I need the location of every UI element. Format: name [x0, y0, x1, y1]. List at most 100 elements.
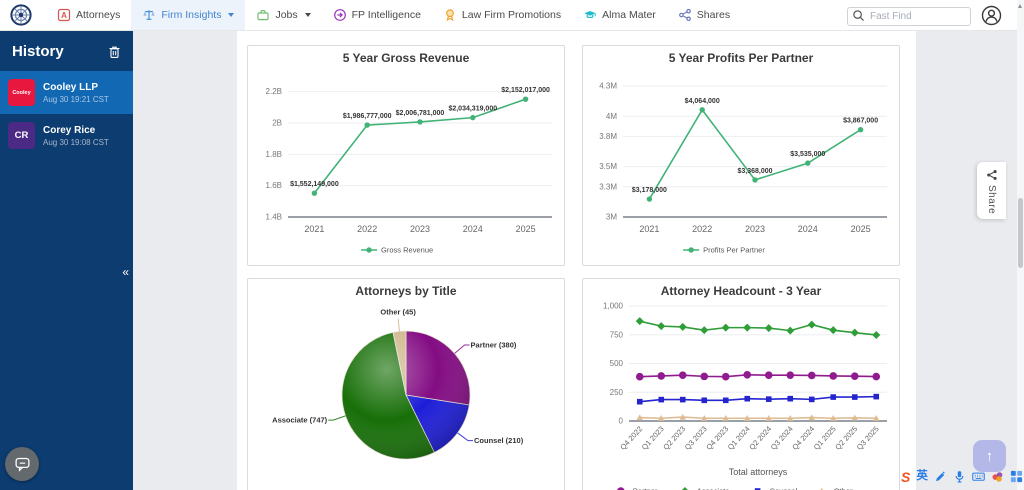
- chevron-down-icon: [304, 13, 311, 17]
- history-item-cooley-llp[interactable]: Cooley Cooley LLP Aug 30 19:21 CST: [0, 71, 133, 114]
- svg-text:Q1 2023: Q1 2023: [640, 424, 666, 451]
- svg-text:$3,867,000: $3,867,000: [843, 118, 878, 125]
- scrollbar-thumb[interactable]: [1018, 198, 1023, 268]
- handwriting-icon[interactable]: [934, 470, 947, 483]
- firm-logo-badge: Cooley: [8, 79, 35, 106]
- svg-text:A: A: [61, 11, 67, 20]
- history-item-meta: Corey Rice Aug 30 19:08 CST: [43, 125, 109, 147]
- attorneys-by-title-chart-card: Attorneys by Title Partner (380) Counsel (…: [247, 278, 565, 490]
- svg-text:Gross Revenue: Gross Revenue: [381, 246, 433, 255]
- svg-text:2024: 2024: [798, 224, 818, 234]
- svg-text:2025: 2025: [516, 224, 536, 234]
- profits-per-partner-chart: 5 Year Profits Per Partner 4.3M 4M 3.8M 3.5M…: [599, 51, 887, 255]
- nav-item-attorneys[interactable]: A Attorneys: [46, 0, 131, 30]
- nav-item-jobs[interactable]: Jobs: [245, 0, 321, 30]
- share-tab-label: Share: [986, 185, 997, 215]
- svg-text:$1,986,777,000: $1,986,777,000: [343, 113, 392, 120]
- svg-text:2B: 2B: [272, 119, 282, 128]
- up-arrow-icon: ↑: [985, 447, 994, 465]
- history-sidebar: History Cooley Cooley LLP Aug 30 19:21 C…: [0, 30, 133, 490]
- svg-text:2022: 2022: [692, 224, 712, 234]
- svg-text:1.4B: 1.4B: [266, 213, 282, 222]
- attorney-headcount-chart: Attorney Headcount - 3 Year 1,000 750 500 25…: [603, 284, 887, 490]
- svg-text:Total attorneys: Total attorneys: [729, 467, 788, 477]
- search-input[interactable]: [847, 6, 971, 26]
- svg-text:4.3M: 4.3M: [599, 82, 617, 91]
- share-nodes-icon: [678, 8, 691, 22]
- svg-text:2023: 2023: [745, 224, 765, 234]
- nav-item-label: Shares: [696, 9, 731, 21]
- svg-text:Q4 2023: Q4 2023: [704, 424, 730, 451]
- language-mode-icon[interactable]: 英: [916, 469, 928, 482]
- svg-text:Partner (380): Partner (380): [471, 340, 517, 349]
- top-nav: A Attorneys Firm Insights Jobs: [0, 0, 1024, 31]
- nav-item-firm-insights[interactable]: Firm Insights: [131, 0, 246, 30]
- person-initials-badge: CR: [8, 122, 35, 149]
- svg-text:Q2 2023: Q2 2023: [661, 424, 687, 451]
- skin-palette-icon[interactable]: [991, 470, 1004, 483]
- svg-text:$2,006,781,000: $2,006,781,000: [396, 110, 445, 117]
- svg-text:Q1 2025: Q1 2025: [812, 424, 838, 451]
- ime-toolbar: S 英: [901, 467, 1024, 486]
- svg-text:Counsel (210): Counsel (210): [474, 436, 524, 445]
- svg-text:Associate: Associate: [697, 487, 730, 490]
- svg-text:1,000: 1,000: [603, 302, 624, 311]
- arrow-circle-icon: [333, 9, 346, 21]
- chevron-down-icon: [228, 13, 235, 17]
- award-ribbon-icon: [446, 9, 454, 22]
- svg-text:$3,368,000: $3,368,000: [737, 168, 772, 175]
- svg-text:3M: 3M: [606, 213, 617, 222]
- svg-text:Partner: Partner: [633, 487, 658, 490]
- search-box: [847, 6, 971, 26]
- svg-text:$1,552,149,000: $1,552,149,000: [290, 181, 339, 188]
- svg-text:3.5M: 3.5M: [599, 162, 617, 171]
- svg-text:Q2 2024: Q2 2024: [747, 424, 773, 451]
- history-item-name: Cooley LLP: [43, 81, 99, 93]
- svg-text:2023: 2023: [410, 224, 430, 234]
- svg-text:1.6B: 1.6B: [266, 181, 282, 190]
- sogou-logo-icon[interactable]: S: [901, 468, 911, 485]
- nav-item-label: Jobs: [275, 9, 298, 21]
- svg-text:$2,034,319,000: $2,034,319,000: [448, 106, 497, 113]
- svg-text:Q3 2024: Q3 2024: [769, 424, 795, 451]
- nav-item-label: Law Firm Promotions: [461, 9, 562, 21]
- search-icon: [853, 9, 864, 21]
- trash-icon[interactable]: [108, 45, 121, 59]
- share-tab[interactable]: Share: [977, 162, 1006, 219]
- svg-text:1.8B: 1.8B: [266, 150, 282, 159]
- profile-button[interactable]: [981, 5, 1002, 26]
- chat-button[interactable]: [5, 447, 39, 481]
- sidebar-collapse-button[interactable]: «: [122, 265, 129, 279]
- share-icon: [986, 170, 997, 180]
- attorney-headcount-chart-card: Attorney Headcount - 3 Year 1,000 750 500 25…: [582, 278, 900, 490]
- page-scrollbar[interactable]: [1017, 0, 1024, 490]
- microphone-icon[interactable]: [953, 470, 966, 483]
- svg-text:Other (45): Other (45): [380, 307, 416, 316]
- nav-item-law-firm-promotions[interactable]: Law Firm Promotions: [432, 0, 572, 30]
- svg-text:Profits Per Partner: Profits Per Partner: [703, 246, 765, 255]
- svg-text:Attorney Headcount - 3 Year: Attorney Headcount - 3 Year: [661, 284, 822, 298]
- svg-text:Associate (747): Associate (747): [272, 416, 328, 425]
- nav-item-label: FP Intelligence: [351, 9, 421, 21]
- nav-item-label: Firm Insights: [161, 9, 222, 21]
- nav-item-alma-mater[interactable]: Alma Mater: [572, 0, 667, 30]
- nav-item-shares[interactable]: Shares: [667, 0, 741, 30]
- nav-item-fp-intelligence[interactable]: FP Intelligence: [322, 0, 432, 30]
- svg-text:5 Year Profits Per Partner: 5 Year Profits Per Partner: [669, 51, 814, 65]
- profits-per-partner-chart-card: 5 Year Profits Per Partner 4.3M 4M 3.8M 3.5M…: [582, 45, 900, 266]
- svg-text:Q2 2025: Q2 2025: [833, 424, 859, 451]
- svg-text:2021: 2021: [639, 224, 659, 234]
- scrollbar-up-arrow-icon[interactable]: [1018, 4, 1023, 8]
- gross-revenue-chart-card: 5 Year Gross Revenue 2.2B 2B 1.8B 1.6B 1.4B 20…: [247, 45, 565, 266]
- scroll-to-top-button[interactable]: ↑: [973, 440, 1006, 472]
- svg-text:$3,178,000: $3,178,000: [632, 187, 667, 194]
- svg-text:2025: 2025: [851, 224, 871, 234]
- svg-text:3.3M: 3.3M: [599, 182, 617, 191]
- firm-prospects-logo-icon[interactable]: [10, 4, 32, 26]
- history-item-corey-rice[interactable]: CR Corey Rice Aug 30 19:08 CST: [0, 114, 133, 157]
- keyboard-icon[interactable]: [972, 470, 985, 483]
- svg-text:Counsel: Counsel: [770, 487, 798, 490]
- toolbox-grid-icon[interactable]: [1010, 470, 1023, 483]
- history-item-name: Corey Rice: [43, 124, 96, 136]
